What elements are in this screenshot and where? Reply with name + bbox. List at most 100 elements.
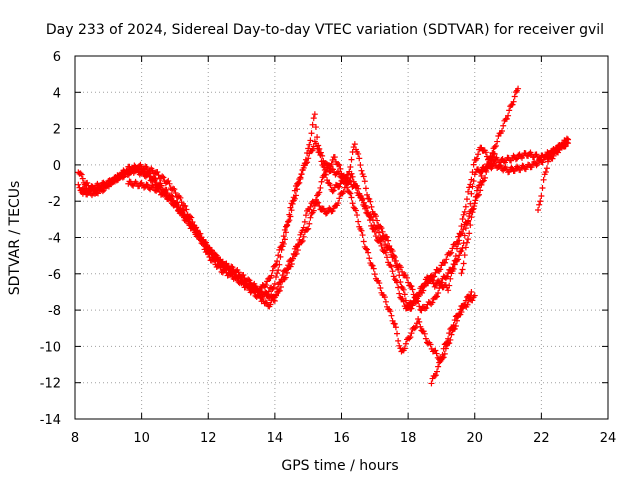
data-point-marker bbox=[307, 137, 314, 144]
data-point-marker bbox=[451, 261, 458, 268]
data-point-marker bbox=[355, 218, 362, 225]
data-point-marker bbox=[293, 250, 300, 257]
data-point-marker bbox=[182, 202, 189, 209]
data-point-marker bbox=[452, 253, 459, 260]
x-tick-label: 22 bbox=[533, 431, 550, 446]
data-point-marker bbox=[172, 190, 179, 197]
data-point-marker bbox=[320, 163, 327, 170]
data-point-marker bbox=[497, 162, 504, 169]
data-point-marker bbox=[536, 201, 543, 208]
data-point-marker bbox=[282, 229, 289, 236]
data-point-marker bbox=[489, 163, 496, 170]
data-point-marker bbox=[432, 294, 439, 301]
data-point-marker bbox=[154, 169, 161, 176]
data-point-marker bbox=[432, 269, 439, 276]
data-point-marker bbox=[172, 200, 179, 207]
data-point-marker bbox=[460, 211, 467, 218]
data-point-marker bbox=[443, 256, 450, 263]
data-point-marker bbox=[542, 168, 549, 175]
data-point-marker bbox=[287, 213, 294, 220]
data-point-marker bbox=[206, 244, 213, 251]
data-point-marker bbox=[400, 298, 407, 305]
data-point-marker bbox=[465, 218, 472, 225]
data-point-marker bbox=[280, 233, 287, 240]
data-point-marker bbox=[378, 242, 385, 249]
data-point-marker bbox=[431, 372, 438, 379]
data-point-marker bbox=[455, 241, 462, 248]
data-point-marker bbox=[405, 279, 412, 286]
data-point-marker bbox=[317, 149, 324, 156]
data-point-marker bbox=[149, 167, 156, 174]
data-point-marker bbox=[417, 323, 424, 330]
data-point-marker bbox=[550, 152, 557, 159]
data-point-marker bbox=[292, 192, 299, 199]
data-point-marker bbox=[349, 200, 356, 207]
data-point-marker bbox=[384, 234, 391, 241]
data-point-marker bbox=[354, 212, 361, 219]
data-point-marker bbox=[290, 255, 297, 262]
data-point-marker bbox=[265, 288, 272, 295]
data-point-marker bbox=[376, 280, 383, 287]
data-point-marker bbox=[294, 186, 301, 193]
data-point-marker bbox=[384, 254, 391, 261]
data-point-marker bbox=[382, 241, 389, 248]
data-point-marker bbox=[449, 324, 456, 331]
data-point-marker bbox=[138, 179, 145, 186]
x-tick-label: 16 bbox=[333, 431, 350, 446]
data-point-marker bbox=[391, 254, 398, 261]
data-point-marker bbox=[437, 266, 444, 273]
data-point-marker bbox=[394, 330, 401, 337]
data-point-marker bbox=[271, 280, 278, 287]
data-point-marker bbox=[362, 185, 369, 192]
data-point-marker bbox=[305, 155, 312, 162]
data-point-marker bbox=[310, 115, 317, 122]
data-point-marker bbox=[346, 177, 353, 184]
data-point-marker bbox=[222, 267, 229, 274]
y-axis-label: SDTVAR / TECUs bbox=[7, 181, 23, 296]
data-point-marker bbox=[189, 219, 196, 226]
data-point-marker bbox=[212, 251, 219, 258]
data-point-marker bbox=[173, 203, 180, 210]
data-point-marker bbox=[433, 350, 440, 357]
data-point-marker bbox=[458, 247, 465, 254]
data-point-marker bbox=[396, 290, 403, 297]
data-point-marker bbox=[431, 273, 438, 280]
data-point-marker bbox=[539, 159, 546, 166]
data-point-marker bbox=[336, 162, 343, 169]
data-point-marker bbox=[376, 229, 383, 236]
data-point-marker bbox=[368, 203, 375, 210]
data-point-marker bbox=[389, 248, 396, 255]
data-point-marker bbox=[491, 143, 498, 150]
data-point-marker bbox=[177, 194, 184, 201]
data-point-marker bbox=[252, 283, 259, 290]
data-point-marker bbox=[270, 297, 277, 304]
data-point-marker bbox=[438, 356, 445, 363]
series-5 bbox=[428, 288, 475, 387]
data-point-marker bbox=[348, 194, 355, 201]
data-point-marker bbox=[421, 330, 428, 337]
data-point-marker bbox=[267, 301, 274, 308]
data-point-marker bbox=[289, 200, 296, 207]
data-point-marker bbox=[453, 245, 460, 252]
data-point-marker bbox=[394, 279, 401, 286]
data-point-marker bbox=[460, 260, 467, 267]
chart-title: Day 233 of 2024, Sidereal Day-to-day VTE… bbox=[46, 22, 604, 38]
data-point-marker bbox=[471, 200, 478, 207]
data-point-marker bbox=[435, 290, 442, 297]
data-point-marker bbox=[364, 191, 371, 198]
data-point-marker bbox=[458, 223, 465, 230]
data-point-marker bbox=[304, 226, 311, 233]
data-point-marker bbox=[345, 171, 352, 178]
data-point-marker bbox=[432, 347, 439, 354]
data-point-marker bbox=[466, 294, 473, 301]
data-point-marker bbox=[211, 257, 218, 264]
data-point-marker bbox=[340, 172, 347, 179]
data-point-marker bbox=[411, 325, 418, 332]
data-point-marker bbox=[228, 263, 235, 270]
data-point-marker bbox=[299, 237, 306, 244]
x-tick-label: 10 bbox=[133, 431, 150, 446]
data-point-marker bbox=[319, 152, 326, 159]
data-point-marker bbox=[399, 295, 406, 302]
series-2 bbox=[78, 85, 522, 312]
